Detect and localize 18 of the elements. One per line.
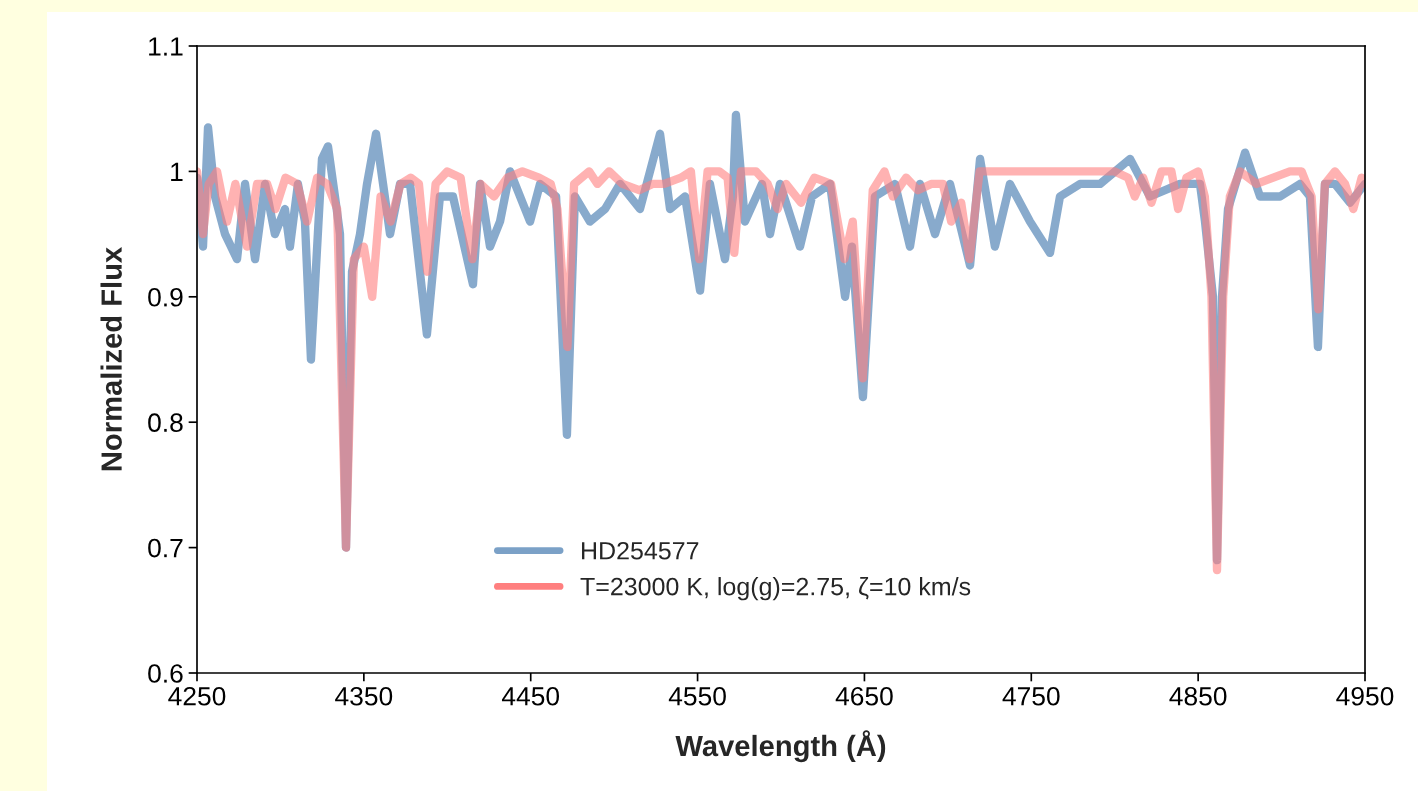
y-tick-label: 1.1 (149, 37, 183, 56)
x-tick-label: 4650 (835, 686, 893, 706)
x-tick-label: 4250 (168, 686, 226, 706)
x-tick-label: 4850 (1169, 686, 1227, 706)
y-tick-label: 1 (171, 162, 183, 181)
y-axis-title: Normalized Flux (100, 247, 122, 471)
x-tick-label: 4550 (668, 686, 726, 706)
legend-label: HD254577 (582, 541, 699, 560)
y-tick-label: 0.7 (148, 538, 183, 558)
y-tick-label: 0.9 (148, 287, 183, 307)
x-axis-title: Wavelength (Å) (675, 730, 886, 763)
x-tick-label: 4750 (1002, 686, 1060, 706)
x-tick-label: 4350 (335, 686, 393, 706)
x-tick-label: 4950 (1336, 686, 1394, 706)
y-tick-label: 0.6 (148, 664, 183, 683)
y-tick-label: 0.8 (148, 413, 183, 433)
x-tick-label: 4450 (501, 686, 560, 706)
legend-label: T=23000 K, log(g)=2.75, ζ=10 km/s (580, 577, 971, 601)
